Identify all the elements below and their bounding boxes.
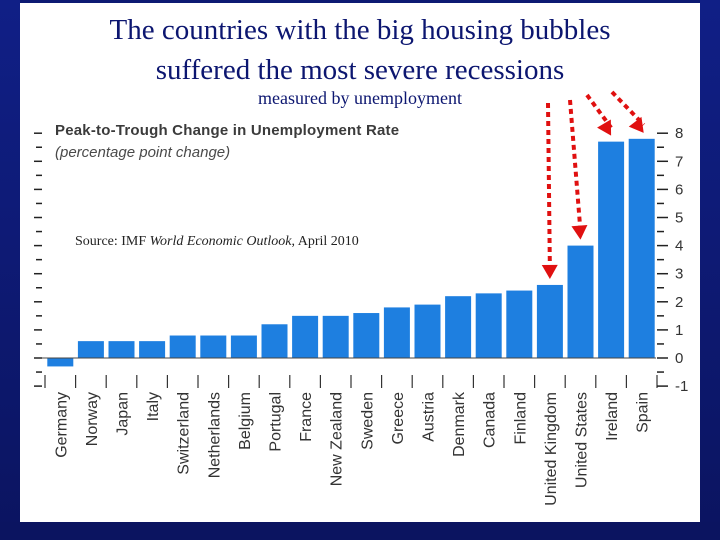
x-tick-label: Finland [512,392,529,444]
x-tick-label: Greece [390,392,407,445]
arrow-head-united-states [571,225,588,240]
bar-ireland [598,141,625,358]
y-tick-label: 8 [675,125,683,142]
arrow-shaft-ireland [585,93,613,129]
x-tick-label: New Zealand [329,392,346,486]
bar-portugal [261,324,288,358]
x-tick-label: Spain [635,392,652,433]
x-tick-label: Austria [421,392,438,442]
chart-subtitle: (percentage point change) [55,144,231,161]
x-tick-label: United Kingdom [543,392,560,506]
arrow-shaft-united-states [568,99,583,232]
x-tick-label: Sweden [359,392,376,450]
bar-united-kingdom [536,284,563,358]
slide-title: The countries with the big housing bubbl… [0,10,720,90]
arrow-head-united-kingdom [541,264,558,279]
slide-frame-right [700,0,720,540]
source-publication: World Economic Outlook [149,234,292,249]
x-tick-label: France [298,392,315,442]
source-note: Source: IMF World Economic Outlook, Apri… [75,234,359,250]
y-tick-label: 6 [675,181,683,198]
x-tick-label: Canada [482,392,499,448]
y-tick-label: 2 [675,294,683,311]
bar-switzerland [169,335,196,358]
slide-frame-top [0,0,720,3]
x-tick-label: Norway [84,392,101,446]
bar-norway [77,341,104,358]
source-suffix: , April 2010 [291,234,359,249]
bar-netherlands [200,335,227,358]
y-tick-label: 1 [675,322,683,339]
y-tick-label: 0 [675,350,683,367]
x-tick-label: Netherlands [206,392,223,478]
bar-denmark [445,296,472,358]
x-tick-label: Portugal [268,392,285,452]
source-prefix: Source: IMF [75,234,150,249]
bar-italy [139,341,166,358]
arrow-head-spain [628,116,644,133]
slide-title-line-2: suffered the most severe recessions [155,54,565,86]
bar-japan [108,341,135,358]
bar-canada [475,293,502,358]
bar-germany [47,358,74,367]
slide-frame-left [0,0,20,540]
arrow-shaft-united-kingdom [546,102,552,271]
y-tick-label: 7 [675,153,683,170]
bar-united-states [567,245,594,358]
bar-belgium [230,335,257,358]
bar-finland [506,290,533,358]
bar-spain [628,138,655,358]
x-tick-label: Ireland [604,392,621,441]
bar-new-zealand [322,315,349,358]
y-tick-label: -1 [675,378,688,395]
bars-group [47,138,655,367]
x-tick-label: Switzerland [176,392,193,475]
y-axis-group: -1 0 1 2 3 4 5 6 7 8 [34,125,688,395]
slide-title-line-1: The countries with the big housing bubbl… [109,14,611,46]
chart-title: Peak-to-Trough Change in Unemployment Ra… [55,122,400,139]
arrows-group [541,90,646,279]
x-tick-label: Japan [115,392,132,436]
x-tick-label: Belgium [237,392,254,450]
x-tick-label: Italy [145,392,162,421]
bar-austria [414,304,441,358]
x-tick-label: Denmark [451,391,468,457]
x-tick-label: Germany [53,392,70,458]
arrow-head-ireland [597,119,612,136]
y-tick-label: 4 [675,238,683,255]
bar-greece [383,307,410,358]
slide-frame-bottom [0,522,720,540]
bar-france [292,315,319,358]
bar-sweden [353,313,380,358]
slide-subtitle: measured by unemployment [258,88,462,108]
x-tick-label: United States [574,392,591,488]
y-tick-label: 3 [675,266,683,283]
y-tick-label: 5 [675,210,683,227]
x-labels-group: Germany Norway Japan Italy Switzerland Nether… [44,375,658,506]
